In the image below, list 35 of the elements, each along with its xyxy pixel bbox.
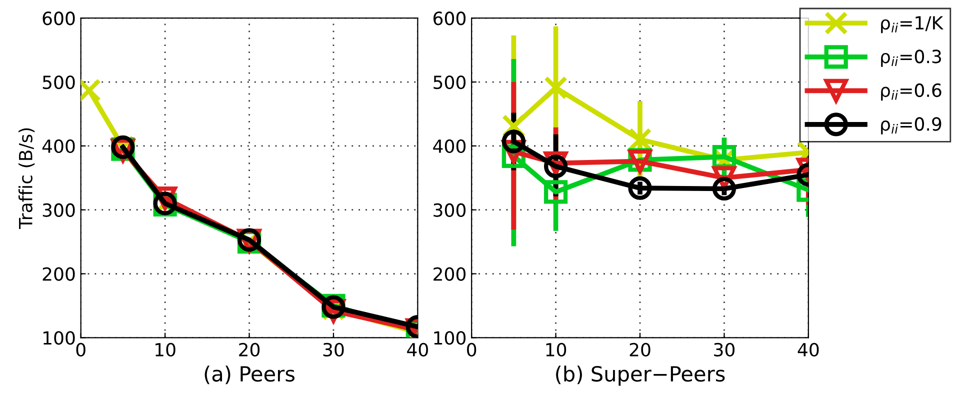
legend-label: ρ$_{ii}$=0.9 (881, 117, 942, 134)
y-tick-label: 400 (42, 139, 75, 154)
point (544, 154, 568, 178)
y-tick-label: 500 (42, 75, 75, 90)
y-tick-label: 400 (433, 139, 466, 154)
point (544, 76, 568, 100)
y-tick-label: 200 (434, 267, 466, 281)
x-tick-label: 20 (239, 342, 260, 357)
point (628, 176, 652, 200)
y-tick-label: 300 (42, 203, 75, 217)
y-tick-label: 500 (434, 75, 466, 90)
y-tick-label: 600 (42, 12, 75, 26)
x-tick-label: 20 (630, 342, 650, 357)
x-tick-label: 30 (323, 342, 344, 357)
y-tick-label: 600 (434, 12, 466, 26)
x-tick-label: 10 (156, 342, 176, 357)
y-tick-label: 200 (42, 267, 75, 281)
x-axis-title: (a) Peers (204, 366, 294, 384)
x-tick-label: 0 (76, 342, 86, 357)
y-tick-label: 100 (434, 331, 466, 345)
legend-label: ρ$_{ii}$=0.3 (881, 50, 941, 67)
x-tick-label: 10 (546, 342, 566, 357)
point (544, 180, 568, 204)
point (712, 176, 736, 201)
point (502, 130, 526, 154)
x-axis-title: (b) Super−Peers (556, 366, 725, 386)
x-tick-label: 30 (714, 342, 734, 357)
y-tick-label: 100 (44, 331, 75, 345)
legend-label: ρ$_{ii}$=1/K (881, 16, 944, 34)
x-tick-label: 40 (798, 342, 819, 357)
y-axis-title: Traffic (B/s) (18, 128, 35, 230)
x-tick-label: 0 (467, 342, 476, 357)
x-tick-label: 40 (407, 342, 428, 357)
legend-label: ρ$_{ii}$=0.6 (881, 83, 942, 101)
y-tick-label: 300 (434, 203, 466, 217)
